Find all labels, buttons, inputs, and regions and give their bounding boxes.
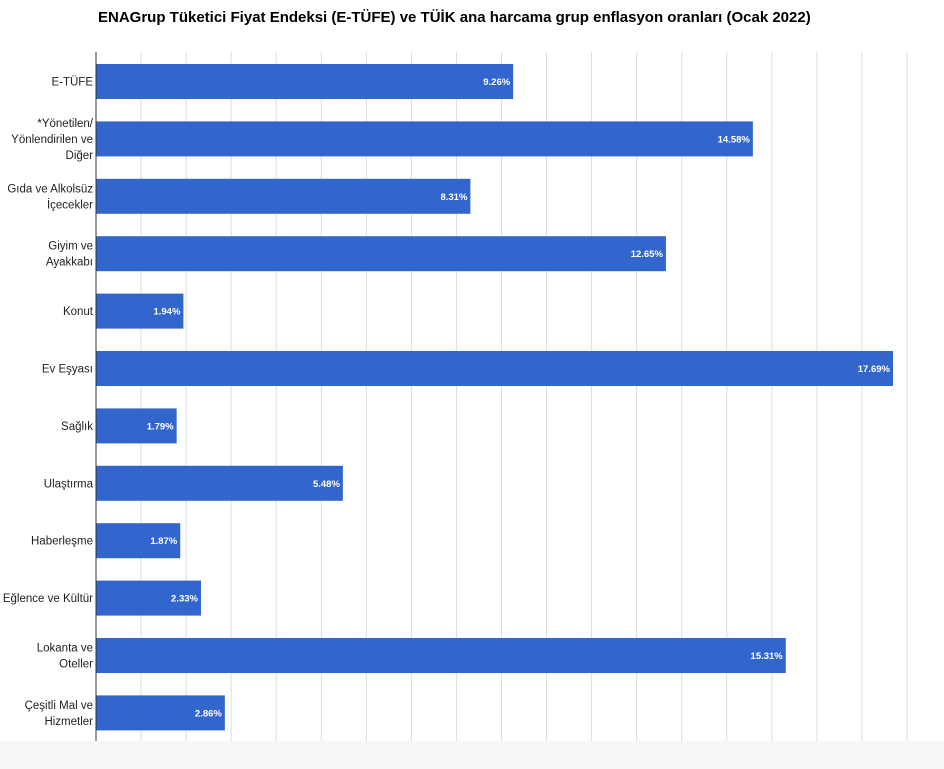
category-label-line: Giyim ve bbox=[48, 241, 93, 253]
category-label: Eğlence ve Kültür bbox=[3, 593, 93, 605]
category-label-line: İçecekler bbox=[47, 198, 93, 211]
value-label: 1.94% bbox=[153, 307, 180, 318]
value-label: 1.87% bbox=[150, 536, 177, 547]
value-label: 8.31% bbox=[440, 192, 467, 203]
bar bbox=[96, 580, 201, 616]
value-label: 2.33% bbox=[171, 594, 198, 605]
category-label-line: Ulaştırma bbox=[44, 478, 94, 490]
value-label: 15.31% bbox=[751, 651, 784, 662]
category-label-line: Eğlence ve Kültür bbox=[3, 593, 93, 605]
bar bbox=[96, 121, 753, 157]
category-label-line: E-TÜFE bbox=[51, 77, 93, 89]
bar bbox=[96, 351, 893, 386]
category-label: Çeşitli Mal ve Hizmetler bbox=[25, 700, 94, 728]
category-label: Konut bbox=[63, 306, 94, 318]
category-labels: E-TÜFE *Yönetilen/Yönlendirilen ve Diğer Gı… bbox=[3, 77, 94, 728]
value-labels: 9.26% 14.58% 8.31% 12.65% 1.94% 17.69% 1.79% 5.… bbox=[147, 77, 891, 719]
value-label: 17.69% bbox=[858, 364, 891, 375]
category-label: Gıda ve Alkolsüz İçecekler bbox=[7, 183, 93, 211]
category-label-line: Sağlık bbox=[61, 421, 93, 433]
category-label-line: Konut bbox=[63, 306, 94, 318]
category-label-line: Gıda ve Alkolsüz bbox=[7, 183, 93, 195]
category-label-line: Oteller bbox=[59, 659, 93, 671]
bar bbox=[96, 293, 184, 329]
value-label: 14.58% bbox=[718, 134, 751, 145]
category-label-line: Yönlendirilen ve bbox=[11, 134, 93, 146]
bar bbox=[96, 64, 514, 99]
bar bbox=[96, 523, 181, 559]
category-label-line: Diğer bbox=[66, 150, 94, 162]
category-label-line: *Yönetilen/ bbox=[37, 118, 93, 130]
bars bbox=[96, 64, 893, 731]
value-label: 5.48% bbox=[313, 479, 340, 490]
category-label: Haberleşme bbox=[31, 536, 93, 548]
value-label: 9.26% bbox=[483, 77, 510, 88]
category-label: Ulaştırma bbox=[44, 478, 94, 490]
chart-title: ENAGrup Tüketici Fiyat Endeksi (E-TÜFE) … bbox=[98, 9, 811, 26]
category-label: Sağlık bbox=[61, 421, 93, 433]
footer-band bbox=[0, 741, 944, 769]
category-label: *Yönetilen/Yönlendirilen ve Diğer bbox=[11, 118, 94, 162]
value-label: 2.86% bbox=[195, 708, 222, 719]
category-label-line: Ev Eşyası bbox=[42, 364, 93, 376]
category-label-line: Hizmetler bbox=[44, 716, 93, 728]
category-label-line: Çeşitli Mal ve bbox=[25, 700, 93, 712]
bar bbox=[96, 178, 471, 214]
category-label-line: Lokanta ve bbox=[37, 643, 93, 655]
category-label: E-TÜFE bbox=[51, 77, 93, 89]
value-label: 1.79% bbox=[147, 421, 174, 432]
bar bbox=[96, 695, 225, 731]
bar bbox=[96, 638, 786, 673]
bar bbox=[96, 236, 666, 272]
gridlines bbox=[140, 52, 908, 741]
category-label: Ev Eşyası bbox=[42, 364, 93, 376]
bar bbox=[96, 408, 177, 444]
category-label-line: Haberleşme bbox=[31, 536, 93, 548]
category-label: Giyim ve Ayakkabı bbox=[46, 241, 93, 269]
category-label-line: Ayakkabı bbox=[46, 257, 93, 269]
bar bbox=[96, 465, 343, 501]
value-label: 12.65% bbox=[631, 249, 664, 260]
category-label: Lokanta ve Oteller bbox=[37, 643, 93, 671]
